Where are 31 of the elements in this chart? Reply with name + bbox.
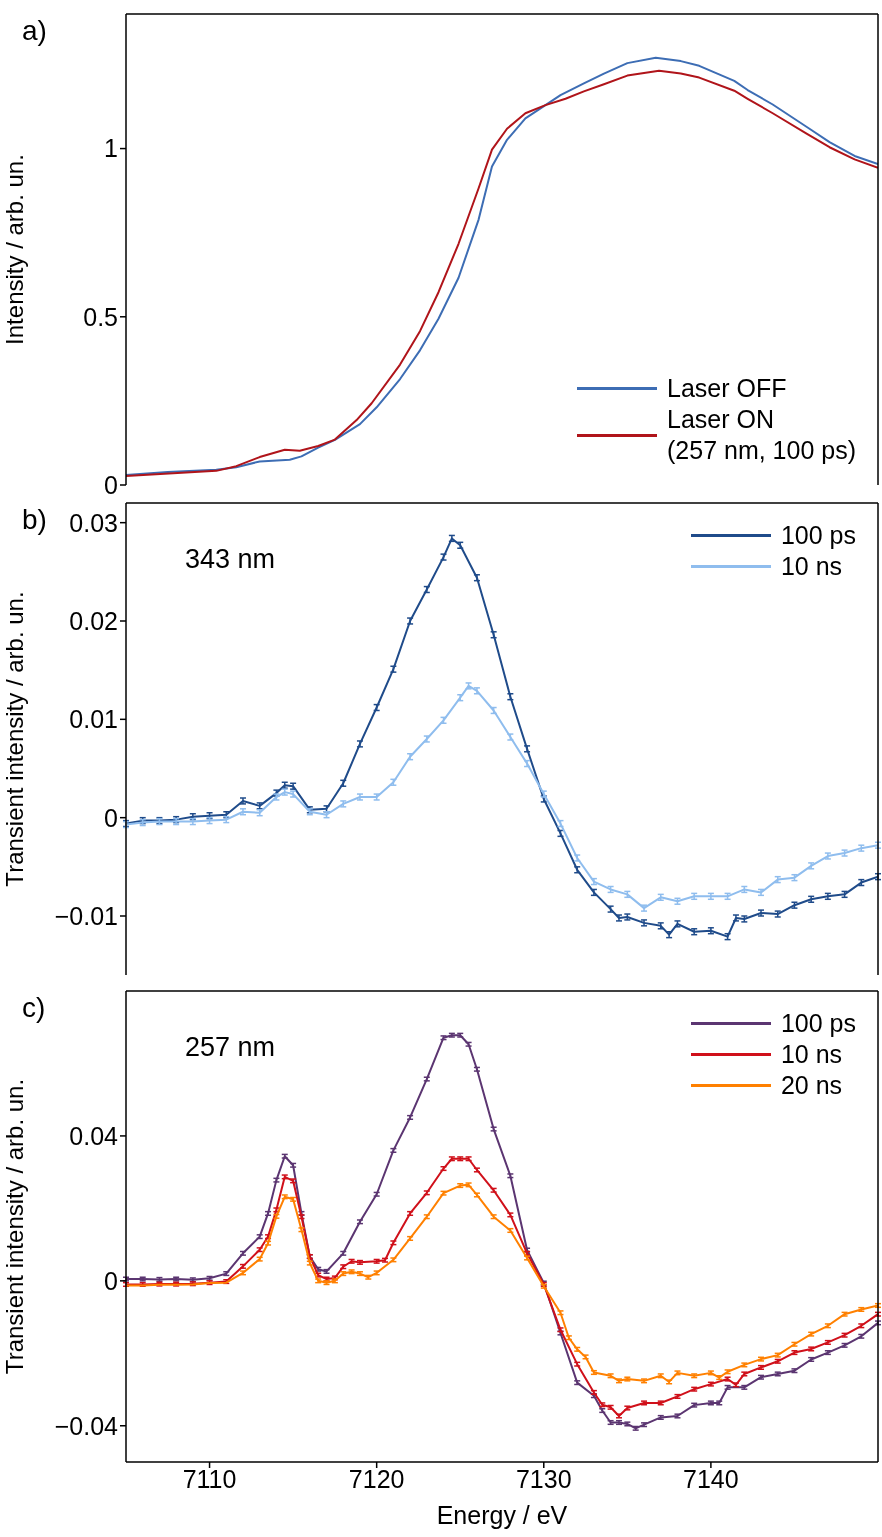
y-axis-title: Transient intensity / arb. un. (0, 1078, 28, 1375)
x-axis-title: Energy / eV (436, 1501, 568, 1529)
y-axis-title: Transient intensity / arb. un. (0, 591, 28, 887)
x-tick-label: 7110 (182, 1464, 237, 1493)
legend-label: 20 ns (780, 1070, 843, 1101)
text: a) (22, 15, 47, 47)
y-tick-label: 0.02 (69, 606, 118, 635)
y-tick-label: 0.04 (69, 1121, 119, 1150)
y-tick-label: 0.01 (69, 705, 118, 734)
text: b) (22, 504, 47, 536)
text: c) (22, 992, 46, 1024)
x-tick-label: 7140 (683, 1464, 739, 1493)
annotation: 343 nm (185, 544, 276, 575)
y-tick-label: 0.5 (83, 302, 118, 331)
x-tick-label: 7120 (348, 1464, 405, 1493)
legend-label: 100 ps (780, 520, 856, 551)
legend-label: 10 ns (780, 1039, 843, 1070)
annotation: 257 nm (185, 1032, 276, 1063)
y-tick-label: 0 (104, 1266, 118, 1295)
y-tick-label: 0 (104, 470, 118, 499)
legend-label: 100 ps (780, 1008, 856, 1039)
legend-label: 10 ns (780, 551, 843, 582)
y-tick-label: −0.04 (54, 1411, 119, 1440)
y-tick-label: 0 (104, 803, 118, 832)
legend-label: Laser OFF (667, 373, 787, 404)
y-axis-title: Intensity / arb. un. (0, 154, 28, 345)
y-tick-label: 0.03 (69, 508, 118, 537)
x-tick-label: 7130 (515, 1464, 572, 1493)
y-tick-label: −0.01 (54, 901, 118, 930)
legend-label: Laser ON (257 nm, 100 ps) (667, 404, 856, 466)
y-tick-label: 1 (104, 134, 118, 163)
